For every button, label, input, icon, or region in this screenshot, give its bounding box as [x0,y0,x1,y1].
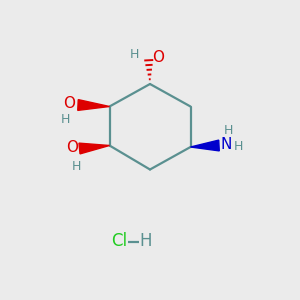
Text: N: N [220,137,232,152]
Text: H: H [140,232,152,250]
Text: H: H [61,113,70,126]
Text: O: O [152,50,164,64]
Text: H: H [233,140,243,153]
Text: H: H [224,124,233,137]
Polygon shape [79,143,110,154]
Polygon shape [78,100,110,110]
Text: H: H [72,160,81,173]
Text: O: O [66,140,78,155]
Text: O: O [64,96,76,111]
Text: Cl: Cl [111,232,127,250]
Polygon shape [190,140,219,151]
Text: H: H [130,47,140,61]
